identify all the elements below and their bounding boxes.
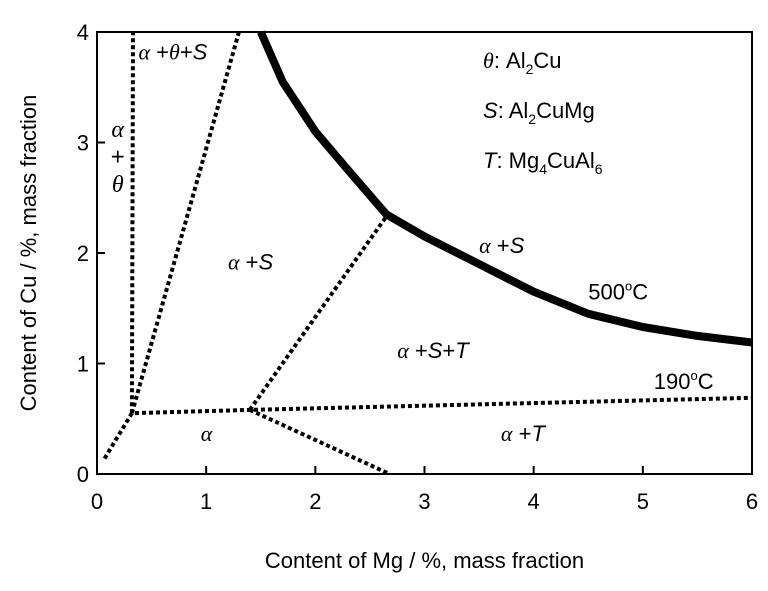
temperature-label: 500oC <box>588 278 648 304</box>
y-tick-label: 3 <box>77 131 89 156</box>
y-tick-label: 0 <box>77 462 89 487</box>
legend-entry: θ: Al2Cu <box>483 48 562 77</box>
x-tick-label: 0 <box>91 489 103 514</box>
alpha-theta-label-2: θ <box>112 172 124 198</box>
x-tick-label: 3 <box>418 489 430 514</box>
phase-boundary-1 <box>129 31 241 414</box>
x-tick-label: 6 <box>746 489 758 514</box>
y-tick-label: 2 <box>77 241 89 266</box>
alpha-theta-label-0: α <box>111 117 124 143</box>
y-tick-label: 4 <box>77 20 89 45</box>
y-tick-label: 1 <box>77 352 89 377</box>
region-label: α +S <box>479 233 525 258</box>
plot-lines <box>102 30 753 476</box>
phase-boundary-2 <box>248 215 388 412</box>
temperature-label: 190oC <box>654 368 714 394</box>
region-label: α +θ+S <box>138 40 207 65</box>
region-label: α +S+T <box>397 338 470 363</box>
legend-entry: T: Mg4CuAl6 <box>483 148 603 177</box>
x-axis-label: Content of Mg / %, mass fraction <box>265 548 584 573</box>
x-tick-label: 2 <box>309 489 321 514</box>
legend: θ: Al2Cu S: Al2CuMg T: Mg4CuAl6 <box>483 48 603 177</box>
y-axis-label: Content of Cu / %, mass fraction <box>16 95 41 412</box>
solvus-190-line <box>102 395 753 460</box>
plot-frame <box>96 31 753 475</box>
region-label: α <box>201 421 213 446</box>
alpha-theta-label-1: + <box>111 144 125 171</box>
phase-boundary-0 <box>129 31 135 414</box>
phase-boundary-3 <box>248 408 391 476</box>
axis-ticks: 0 1 2 3 4 5 6 0 1 2 3 4 <box>77 20 758 514</box>
region-label: α +T <box>501 421 547 446</box>
solvus-500-line <box>257 30 753 347</box>
x-tick-label: 5 <box>637 489 649 514</box>
legend-entry: S: Al2CuMg <box>483 98 595 127</box>
x-tick-label: 1 <box>200 489 212 514</box>
x-tick-label: 4 <box>528 489 540 514</box>
region-label: α +S <box>228 250 274 275</box>
